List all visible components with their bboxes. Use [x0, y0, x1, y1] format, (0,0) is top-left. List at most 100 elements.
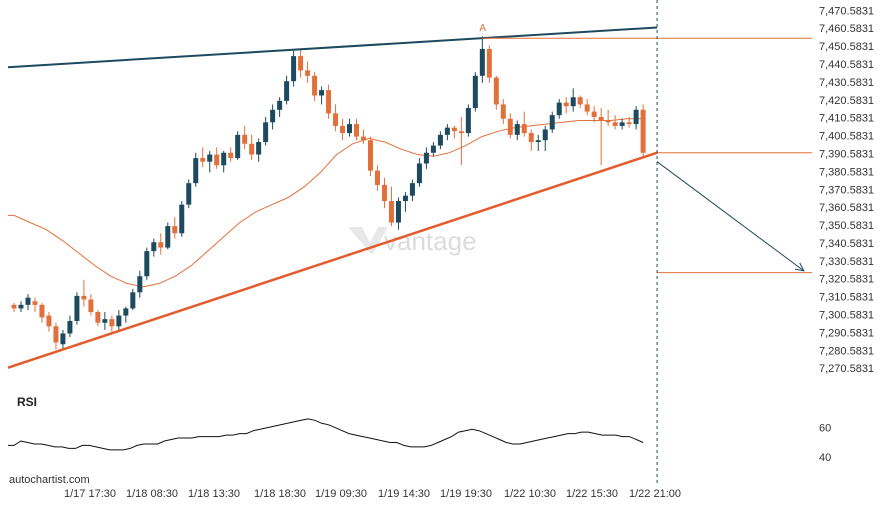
candle-body: [25, 297, 31, 305]
candle: [214, 147, 220, 169]
candle: [633, 106, 639, 130]
candle: [39, 303, 45, 323]
x-tick-label: 1/17 17:30: [64, 488, 116, 500]
candle: [458, 116, 464, 166]
support-trendline: [7, 151, 658, 369]
candle-body: [291, 56, 297, 82]
candle-body: [612, 122, 618, 126]
moving-average-layer: [8, 118, 644, 288]
rsi-panel: 60 40: [8, 418, 831, 464]
candle-body: [437, 134, 443, 146]
candle: [67, 315, 73, 338]
candle: [451, 125, 457, 139]
candle: [291, 50, 297, 87]
candle: [444, 124, 450, 141]
candle: [200, 147, 206, 168]
candle: [395, 197, 401, 230]
candle-body: [60, 333, 66, 345]
candle-body: [347, 124, 353, 134]
candle-body: [46, 315, 52, 327]
candle-body: [528, 133, 534, 142]
candle-body: [18, 304, 24, 309]
candle: [18, 301, 24, 312]
candle-body: [319, 90, 325, 96]
candle: [137, 270, 143, 298]
candle: [158, 233, 164, 255]
peak-marker: A: [479, 23, 486, 34]
price-axis: 7,470.5831 7,460.5831 7,450.5831 7,440.5831…: [819, 5, 874, 375]
candle: [521, 111, 527, 137]
candle: [193, 152, 199, 187]
candle-body: [67, 320, 73, 334]
candle: [584, 99, 590, 116]
candle: [326, 84, 332, 119]
candle-body: [214, 154, 220, 166]
candle-body: [116, 315, 122, 327]
candle: [263, 116, 269, 146]
candle-body: [88, 299, 94, 312]
candle: [374, 165, 380, 191]
candle-body: [402, 195, 408, 202]
candle: [88, 294, 94, 316]
candle: [333, 104, 339, 132]
rsi-tick-label: 40: [819, 452, 831, 464]
candle: [640, 104, 646, 159]
candle-body: [165, 226, 171, 248]
candle: [165, 222, 171, 250]
y-tick-label: 7,380.5831: [819, 166, 874, 178]
candle: [277, 97, 283, 117]
candle-body: [374, 170, 380, 185]
candle: [249, 134, 255, 160]
candle: [102, 312, 108, 330]
candle: [479, 36, 485, 83]
candle: [361, 129, 366, 144]
y-tick-label: 7,360.5831: [819, 202, 874, 214]
candle: [437, 131, 443, 150]
candle: [144, 247, 150, 280]
candle: [619, 118, 625, 130]
candle: [228, 147, 234, 162]
candle-body: [249, 143, 255, 155]
candle-body: [354, 124, 360, 137]
y-tick-label: 7,340.5831: [819, 238, 874, 250]
y-tick-label: 7,450.5831: [819, 41, 874, 53]
candle-body: [144, 251, 150, 277]
rsi-title: RSI: [17, 395, 37, 409]
candle-body: [465, 108, 471, 134]
candle-body: [179, 204, 185, 234]
candle-body: [123, 308, 129, 316]
candle: [46, 312, 52, 332]
candle: [116, 310, 122, 330]
x-tick-label: 1/19 09:30: [315, 488, 367, 500]
candle: [486, 45, 492, 83]
candle-body: [74, 295, 80, 321]
candle-body: [563, 102, 569, 107]
candle: [409, 179, 415, 202]
candle-body: [333, 113, 339, 126]
candle-body: [277, 100, 283, 110]
candle-body: [11, 304, 17, 309]
x-tick-label: 1/18 08:30: [126, 488, 178, 500]
candle: [312, 72, 318, 101]
candle: [221, 150, 227, 173]
y-tick-label: 7,410.5831: [819, 113, 874, 125]
candle: [472, 72, 478, 112]
y-tick-label: 7,420.5831: [819, 95, 874, 107]
candle: [235, 131, 241, 160]
candle: [591, 106, 597, 123]
candle-body: [200, 158, 206, 162]
candle: [605, 109, 611, 126]
candle: [172, 217, 178, 239]
candle: [25, 294, 31, 311]
forecast-arrow-head: [794, 262, 805, 272]
watermark-text: vantage: [384, 226, 477, 256]
candle-body: [535, 140, 541, 142]
candle: [319, 86, 325, 105]
candle-body: [633, 109, 639, 125]
candle: [347, 118, 353, 137]
candle-body: [151, 242, 157, 252]
candle: [612, 115, 618, 130]
candle: [74, 292, 80, 325]
candle: [528, 129, 534, 151]
